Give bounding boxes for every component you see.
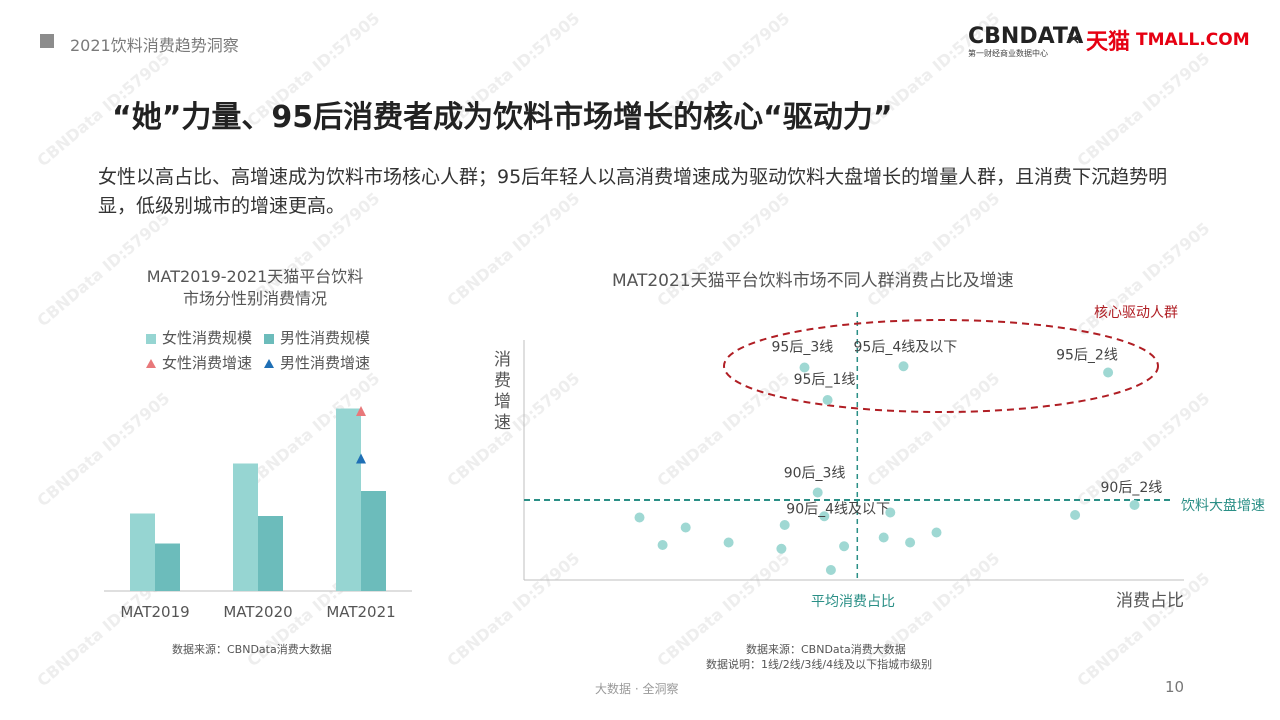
- scatter-point-label: 95后_4线及以下: [854, 339, 958, 355]
- core-group-ellipse: [723, 319, 1159, 413]
- bar-female-MAT2020: [233, 463, 258, 591]
- bar-female-MAT2019: [130, 513, 155, 591]
- scatter-point: [931, 527, 942, 538]
- scatter-point: [905, 537, 916, 548]
- page-subtitle: 女性以高占比、高增速成为饮料市场核心人群；95后年轻人以高消费增速成为驱动饮料大…: [98, 166, 1168, 217]
- tmall-logo-en: TMALL.COM: [1136, 30, 1250, 50]
- legend-label-female-size: 女性消费规模: [162, 329, 253, 347]
- growth-marker-male: [356, 453, 366, 464]
- scatter-point-label: 95后_3线: [772, 340, 834, 356]
- tmall-logo-cn: 天猫: [1086, 30, 1131, 55]
- scatter-point: [1103, 367, 1114, 378]
- cbndata-logo: CBNDATA: [968, 24, 1084, 49]
- bar-x-tick-label: MAT2021: [326, 603, 395, 621]
- legend-female-size: 女性消费规模: [146, 327, 252, 348]
- bar-x-tick-label: MAT2019: [120, 603, 189, 621]
- scatter-point-label: 90后_3线: [784, 466, 846, 482]
- bar-x-tick-label: MAT2020: [223, 603, 292, 621]
- scatter-point: [1129, 500, 1140, 510]
- scatter-point: [779, 520, 790, 530]
- growth-marker-female: [356, 406, 366, 416]
- scatter-point-label: 95后_2线: [1056, 348, 1118, 364]
- legend-female-growth: 女性消费增速: [146, 352, 252, 373]
- legend-male-size: 男性消费规模: [264, 327, 370, 348]
- legend-label-male-growth: 男性消费增速: [280, 354, 371, 372]
- scatter-point: [812, 487, 823, 498]
- logo-separator: ×: [1066, 28, 1082, 49]
- scatter-point: [878, 532, 889, 543]
- bar-male-MAT2021: [361, 491, 386, 591]
- scatter-point: [799, 362, 810, 373]
- vline-label: 平均消费占比: [811, 594, 895, 610]
- section-marker: [40, 34, 54, 48]
- scatter-point: [885, 507, 896, 518]
- right-chart-source: 数据来源：CBNData消费大数据: [746, 643, 906, 656]
- scatter-point: [819, 511, 830, 522]
- section-title: 2021饮料消费趋势洞察: [70, 36, 239, 55]
- footer-slogan: 大数据 · 全洞察: [595, 682, 679, 696]
- scatter-point: [825, 565, 836, 575]
- right-chart-title: MAT2021天猫平台饮料市场不同人群消费占比及增速: [612, 271, 1014, 291]
- left-chart-title-line1: MAT2019-2021天猫平台饮料: [146, 267, 364, 286]
- y-axis-label: 消费增速: [494, 350, 511, 433]
- legend-swatch-female: [146, 333, 156, 344]
- legend-label-female-growth: 女性消费增速: [162, 354, 253, 372]
- x-axis-label: 消费占比: [1116, 591, 1184, 611]
- scatter-point: [723, 537, 734, 548]
- cbndata-logo-subtitle: 第一财经商业数据中心: [968, 49, 1048, 58]
- ellipse-label: 核心驱动人群: [1094, 305, 1178, 321]
- right-chart-note: 数据说明：1线/2线/3线/4线及以下指城市级别: [706, 658, 933, 671]
- left-chart-title-line2: 市场分性别消费情况: [182, 289, 327, 308]
- scatter-point: [822, 395, 833, 405]
- scatter-point: [776, 543, 787, 554]
- scatter-point-label: 95后_1线: [794, 372, 856, 388]
- legend-triangle-female-icon: [146, 359, 156, 368]
- scatter-point-label: 90后_4线及以下: [786, 501, 890, 517]
- bar-male-MAT2019: [155, 543, 180, 591]
- legend-triangle-male-icon: [264, 359, 274, 368]
- bar-male-MAT2020: [258, 516, 283, 591]
- legend-label-male-size: 男性消费规模: [280, 329, 371, 347]
- legend-male-growth: 男性消费增速: [264, 352, 370, 373]
- left-chart-source: 数据来源：CBNData消费大数据: [172, 643, 332, 656]
- legend-swatch-male: [264, 333, 274, 344]
- page-number: 10: [1165, 678, 1185, 696]
- scatter-point: [657, 540, 668, 550]
- page-title: “她”力量、95后消费者成为饮料市场增长的核心“驱动力”: [112, 100, 893, 135]
- left-chart-title: MAT2019-2021天猫平台饮料 市场分性别消费情况: [110, 266, 400, 310]
- scatter-point: [634, 512, 645, 523]
- bar-female-MAT2021: [336, 408, 361, 591]
- hline-label: 饮料大盘增速: [1181, 498, 1265, 514]
- scatter-point: [898, 361, 909, 372]
- scatter-point: [1070, 510, 1081, 520]
- scatter-point: [680, 522, 691, 533]
- scatter-point: [839, 541, 850, 552]
- scatter-point-label: 90后_2线: [1101, 480, 1163, 496]
